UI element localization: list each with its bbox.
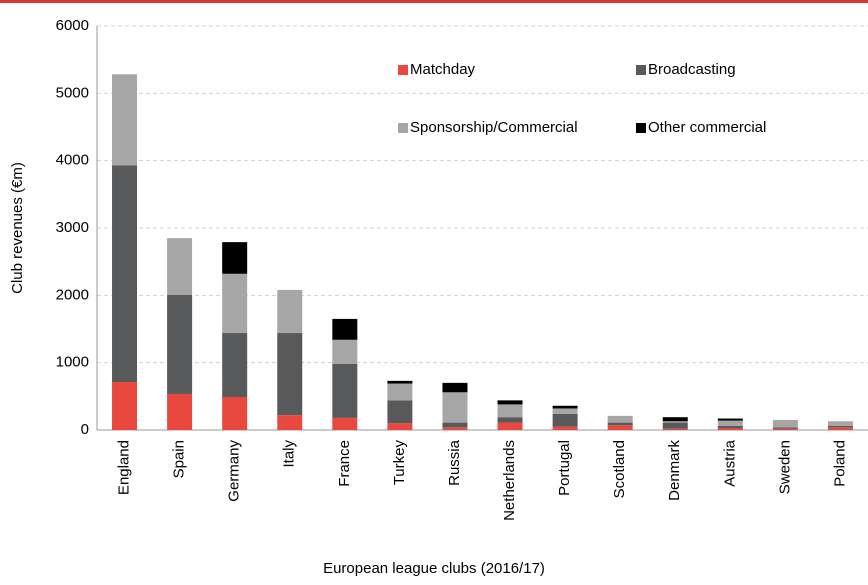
x-tick-label: Austria bbox=[721, 439, 738, 486]
bar-segment bbox=[662, 422, 688, 429]
bar-segment bbox=[552, 405, 578, 409]
bar-segment bbox=[332, 339, 358, 365]
bar-segment bbox=[662, 417, 688, 422]
bar-segment bbox=[222, 273, 248, 334]
bar-segment bbox=[387, 383, 413, 401]
bar-segment bbox=[497, 404, 523, 418]
x-tick-label: Netherlands bbox=[501, 440, 518, 521]
bar-segment bbox=[277, 333, 303, 416]
legend-label: Matchday bbox=[410, 61, 476, 78]
bar-segment bbox=[717, 420, 743, 426]
bar-segment bbox=[112, 381, 138, 430]
top-rule bbox=[0, 0, 868, 3]
bar-segment bbox=[112, 165, 138, 382]
bar-segment bbox=[717, 418, 743, 421]
legend-label: Other commercial bbox=[648, 119, 766, 136]
bar-segment bbox=[497, 417, 523, 423]
x-tick-label: Scotland bbox=[611, 440, 628, 498]
x-tick-label: Sweden bbox=[776, 440, 793, 494]
legend-label: Broadcasting bbox=[648, 61, 736, 78]
bar-segment bbox=[387, 380, 413, 384]
bar-segment bbox=[387, 423, 413, 430]
x-tick-label: Germany bbox=[226, 440, 243, 502]
bar-segment bbox=[332, 364, 358, 418]
bar-segment bbox=[717, 425, 743, 428]
x-tick-label: Italy bbox=[281, 440, 298, 468]
bar-segment bbox=[222, 242, 248, 274]
legend-swatch bbox=[636, 123, 646, 133]
legend-swatch bbox=[398, 123, 408, 133]
bar-segment bbox=[772, 428, 798, 430]
bar-segment bbox=[497, 400, 523, 405]
bar-segment bbox=[387, 400, 413, 424]
bar-segment bbox=[442, 382, 468, 393]
y-tick-label: 6000 bbox=[56, 17, 89, 34]
bar-segment bbox=[827, 421, 853, 426]
x-tick-label: Spain bbox=[171, 440, 188, 478]
bar-segment bbox=[607, 422, 633, 426]
bar-segment bbox=[332, 417, 358, 430]
legend-swatch bbox=[636, 65, 646, 75]
bar-segment bbox=[442, 392, 468, 423]
bar-segment bbox=[552, 426, 578, 430]
x-tick-label: Turkey bbox=[391, 440, 408, 486]
y-tick-label: 0 bbox=[81, 421, 89, 438]
x-tick-label: Russia bbox=[446, 439, 463, 486]
bar-segment bbox=[167, 238, 193, 295]
y-tick-label: 3000 bbox=[56, 219, 89, 236]
y-tick-label: 2000 bbox=[56, 286, 89, 303]
bar-segment bbox=[222, 333, 248, 398]
bar-segment bbox=[772, 419, 798, 428]
bar-segment bbox=[222, 397, 248, 430]
bar-segment bbox=[772, 427, 798, 429]
x-tick-label: Poland bbox=[831, 440, 848, 487]
bar-segment bbox=[827, 425, 853, 428]
bar-segment bbox=[332, 318, 358, 340]
x-tick-label: England bbox=[116, 440, 133, 495]
bar-segment bbox=[607, 425, 633, 430]
bar-segment bbox=[552, 413, 578, 427]
y-tick-label: 4000 bbox=[56, 152, 89, 169]
x-tick-label: Denmark bbox=[666, 440, 683, 501]
bar-segment bbox=[607, 415, 633, 423]
y-tick-label: 1000 bbox=[56, 354, 89, 371]
bar-segment bbox=[167, 294, 193, 394]
bar-segment bbox=[662, 421, 688, 423]
x-axis-label: European league clubs (2016/17) bbox=[323, 560, 545, 577]
x-tick-label: France bbox=[336, 440, 353, 487]
y-axis-label: Club revenues (€m) bbox=[9, 162, 26, 294]
bar-segment bbox=[662, 428, 688, 430]
bar-segment bbox=[167, 393, 193, 430]
bar-segment bbox=[112, 74, 138, 166]
x-tick-label: Portugal bbox=[556, 440, 573, 496]
legend-swatch bbox=[398, 65, 408, 75]
bar-segment bbox=[442, 422, 468, 428]
bar-segment bbox=[717, 427, 743, 430]
legend-label: Sponsorship/Commercial bbox=[410, 119, 578, 136]
bar-segment bbox=[827, 427, 853, 430]
bar-segment bbox=[277, 415, 303, 430]
bar-segment bbox=[552, 408, 578, 414]
bar-segment bbox=[277, 289, 303, 334]
bar-segment bbox=[497, 422, 523, 430]
bar-segment bbox=[442, 427, 468, 430]
y-tick-label: 5000 bbox=[56, 84, 89, 101]
